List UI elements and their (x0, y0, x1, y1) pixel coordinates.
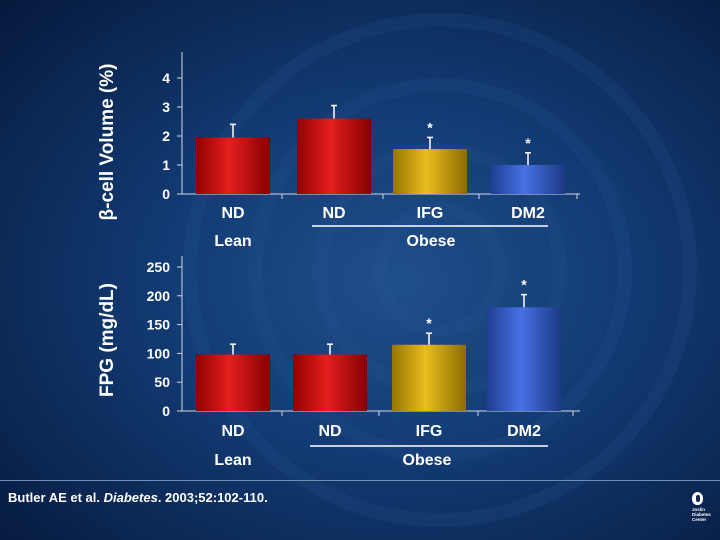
bar (392, 344, 466, 411)
y-tick-label: 200 (147, 288, 171, 304)
category-label: DM2 (511, 205, 545, 222)
category-label: IFG (416, 423, 443, 440)
significance-marker: * (521, 277, 527, 293)
y-tick-label: 50 (154, 374, 170, 390)
y-tick-label: 250 (147, 259, 171, 275)
y-tick-label: 1 (162, 157, 170, 173)
y-axis-label: FPG (mg/dL) (97, 283, 118, 397)
y-axis-label: β-cell Volume (%) (97, 64, 118, 221)
y-tick-label: 100 (147, 345, 171, 361)
logo-line-3: Center (692, 517, 707, 522)
citation-journal: Diabetes (103, 490, 158, 505)
bar (491, 165, 565, 194)
y-tick-label: 3 (162, 99, 170, 115)
bar (196, 354, 270, 411)
y-tick-label: 2 (162, 128, 170, 144)
logo-line-1: Joslin (692, 507, 706, 512)
y-tick-label: 150 (147, 317, 171, 333)
joslin-logo: Joslin Diabetes Center (690, 492, 716, 536)
y-tick-label: 0 (162, 186, 170, 202)
bar (393, 149, 467, 194)
citation-authors: Butler AE et al. (8, 490, 100, 505)
footer-divider (0, 480, 720, 481)
y-tick-label: 4 (162, 70, 170, 86)
category-label: ND (322, 205, 345, 222)
citation: Butler AE et al. Diabetes. 2003;52:102-1… (8, 490, 268, 505)
y-tick-label: 0 (162, 403, 170, 419)
logo-mark-icon (692, 492, 703, 505)
category-label: DM2 (507, 423, 541, 440)
group-label: Lean (214, 452, 251, 469)
bar (297, 118, 371, 194)
logo-line-2: Diabetes (692, 512, 711, 517)
group-label: Lean (214, 233, 251, 250)
significance-marker: * (427, 119, 433, 135)
category-label: IFG (417, 205, 444, 222)
group-label: Obese (407, 233, 456, 250)
significance-marker: * (426, 315, 432, 331)
fpg-chart: 0 50 100 150 200 250 FPG (mg/dL) ND ND * IFG * DM2 Le… (97, 256, 580, 469)
category-label: ND (221, 205, 244, 222)
group-label: Obese (403, 452, 452, 469)
category-label: ND (221, 423, 244, 440)
bar (487, 307, 561, 411)
beta-cell-volume-chart: 0 1 2 3 4 β-cell Volume (%) ND ND * IFG * DM2 Lean Ob… (97, 52, 580, 250)
bar (293, 354, 367, 411)
citation-details: . 2003;52:102-110. (157, 490, 268, 505)
category-label: ND (318, 423, 341, 440)
bar (196, 137, 270, 194)
significance-marker: * (525, 135, 531, 151)
